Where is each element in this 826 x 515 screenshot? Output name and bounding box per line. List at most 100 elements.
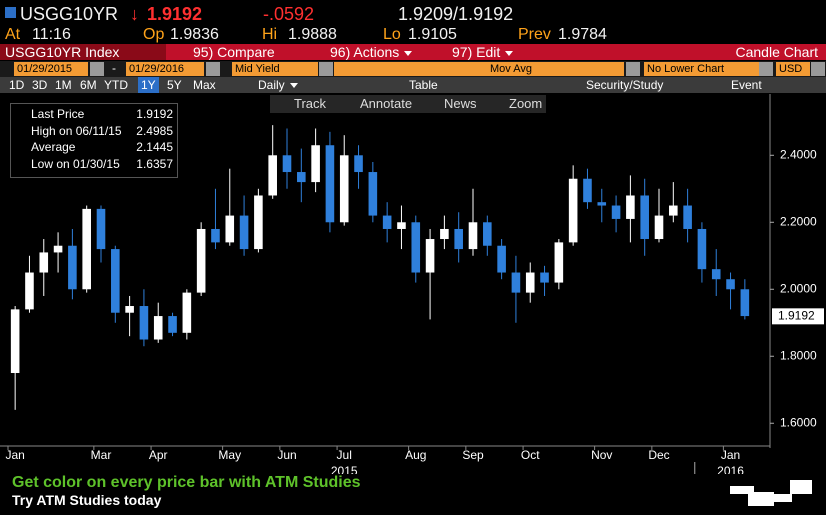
- last-value-box: [772, 308, 824, 325]
- candle-body: [282, 155, 292, 173]
- x-tick-label: Jul: [337, 448, 352, 462]
- currency-select[interactable]: USD: [776, 62, 810, 76]
- candle-body: [96, 208, 106, 250]
- candle-body: [125, 306, 134, 313]
- period-button[interactable]: 1Y: [138, 77, 159, 93]
- promo-headline[interactable]: Get color on every price bar with ATM St…: [12, 474, 361, 491]
- period-button[interactable]: YTD: [104, 78, 128, 92]
- edit-button[interactable]: 97) Edit: [452, 44, 514, 60]
- candle-body: [740, 289, 750, 317]
- year-label: 2015: [331, 464, 358, 474]
- candle-body: [225, 215, 235, 243]
- candle-body: [626, 195, 635, 219]
- frequency-select[interactable]: Daily: [255, 77, 301, 93]
- start-date[interactable]: 01/29/2015: [14, 62, 88, 76]
- candle-body: [583, 178, 592, 203]
- menu-bar: USGG10YR Index 95) Compare 96) Actions 9…: [0, 44, 826, 60]
- compare-button[interactable]: 95) Compare: [193, 44, 275, 60]
- x-tick-label: Nov: [591, 448, 612, 462]
- tool-button[interactable]: Annotate: [360, 96, 413, 111]
- study-select[interactable]: Mov Avg: [334, 62, 624, 76]
- y-tick-label: 1.6000: [780, 415, 817, 429]
- calendar-icon[interactable]: [90, 62, 104, 76]
- period-button[interactable]: Max: [193, 78, 216, 92]
- dropdown[interactable]: [759, 62, 773, 76]
- candle-body: [339, 155, 349, 223]
- calendar-icon[interactable]: [206, 62, 220, 76]
- field-bar: 01/29/2015 - 01/29/2016 Mid Yield Mov Av…: [0, 61, 826, 77]
- legend-value: 2.1445: [136, 140, 173, 154]
- tool-button[interactable]: Track: [294, 96, 327, 111]
- candle-body: [368, 172, 378, 216]
- time-label: At: [5, 26, 21, 43]
- x-tick-label: Oct: [521, 448, 540, 462]
- period-button[interactable]: 1M: [55, 78, 72, 92]
- high-value: 1.9888: [288, 26, 337, 43]
- field-select[interactable]: Mid Yield: [232, 62, 318, 76]
- candle-body: [168, 316, 177, 333]
- x-tick-label: Sep: [462, 448, 484, 462]
- security-study-button[interactable]: Security/Study: [586, 78, 664, 92]
- promo-cta[interactable]: Try ATM Studies today: [12, 492, 162, 508]
- lower-chart-select[interactable]: No Lower Chart: [644, 62, 772, 76]
- end-date[interactable]: 01/29/2016: [126, 62, 204, 76]
- candle-body: [511, 272, 521, 293]
- open-label: Op: [143, 26, 165, 43]
- dropdown[interactable]: [319, 62, 333, 76]
- time: 11:16: [32, 26, 71, 43]
- x-tick-label: Dec: [648, 448, 669, 462]
- actions-label[interactable]: 96) Actions: [330, 44, 400, 60]
- candle-body: [468, 222, 478, 250]
- ticker: USGG10YR: [20, 4, 119, 24]
- prev-value: 1.9784: [558, 26, 607, 43]
- period-button[interactable]: 3D: [32, 78, 48, 92]
- legend-label: High on 06/11/15: [31, 123, 122, 138]
- actions-button[interactable]: 96) Actions: [330, 44, 413, 60]
- tool-button[interactable]: News: [444, 96, 477, 111]
- frequency-label[interactable]: Daily: [258, 78, 285, 92]
- candle-body: [254, 195, 263, 250]
- legend: Last Price 1.9192 High on 06/11/15 2.4985 Av…: [10, 103, 178, 178]
- candle-body: [711, 269, 721, 280]
- security-name[interactable]: USGG10YR Index: [5, 44, 120, 60]
- candle-body: [354, 155, 363, 173]
- candle-body: [425, 239, 435, 273]
- high-label: Hi: [262, 26, 278, 43]
- candle-body: [411, 222, 421, 273]
- tool-button[interactable]: Zoom: [509, 96, 543, 111]
- candle-body: [297, 172, 306, 183]
- candle-body: [654, 215, 664, 240]
- legend-label: Average: [31, 140, 76, 154]
- chart: 1.6000 1.8000 2.0000 2.2000 2.4000 Jan Mar Apr M…: [0, 94, 824, 474]
- security-box: [0, 44, 166, 60]
- y-tick-label: 2.4000: [780, 147, 817, 161]
- period-button[interactable]: 6M: [80, 78, 97, 92]
- candle-body: [25, 272, 34, 310]
- dropdown[interactable]: [811, 62, 825, 76]
- candle-body: [53, 245, 63, 253]
- candle-body: [311, 145, 320, 183]
- candle-body: [82, 208, 91, 290]
- candle-body: [497, 245, 506, 273]
- candle-body: [139, 306, 149, 340]
- edit-label[interactable]: 97) Edit: [452, 44, 501, 60]
- period-button[interactable]: 1D: [9, 78, 25, 92]
- legend-value: 2.4985: [136, 123, 173, 138]
- bid-ask: 1.9209/1.9192: [398, 4, 514, 24]
- y-tick-label: 2.0000: [780, 281, 817, 295]
- table-button[interactable]: Table: [409, 78, 438, 92]
- candle-body: [182, 292, 192, 333]
- toolbar: 1D 3D 1M 6M YTD 1Y 5Y Max Daily Table Security/…: [0, 77, 826, 93]
- dropdown[interactable]: [626, 62, 640, 76]
- y-tick-label: 1.8000: [780, 348, 817, 362]
- x-tick-label: Mar: [91, 448, 112, 462]
- legend-value: 1.6357: [136, 156, 173, 171]
- candle-body: [683, 205, 692, 229]
- dropdown-arrow: [289, 83, 298, 89]
- candle-body: [640, 195, 649, 240]
- period-button[interactable]: 5Y: [167, 78, 182, 92]
- legend-label: Low on 01/30/15: [31, 156, 120, 171]
- event-button[interactable]: Event: [731, 78, 762, 92]
- candle-body: [153, 316, 163, 340]
